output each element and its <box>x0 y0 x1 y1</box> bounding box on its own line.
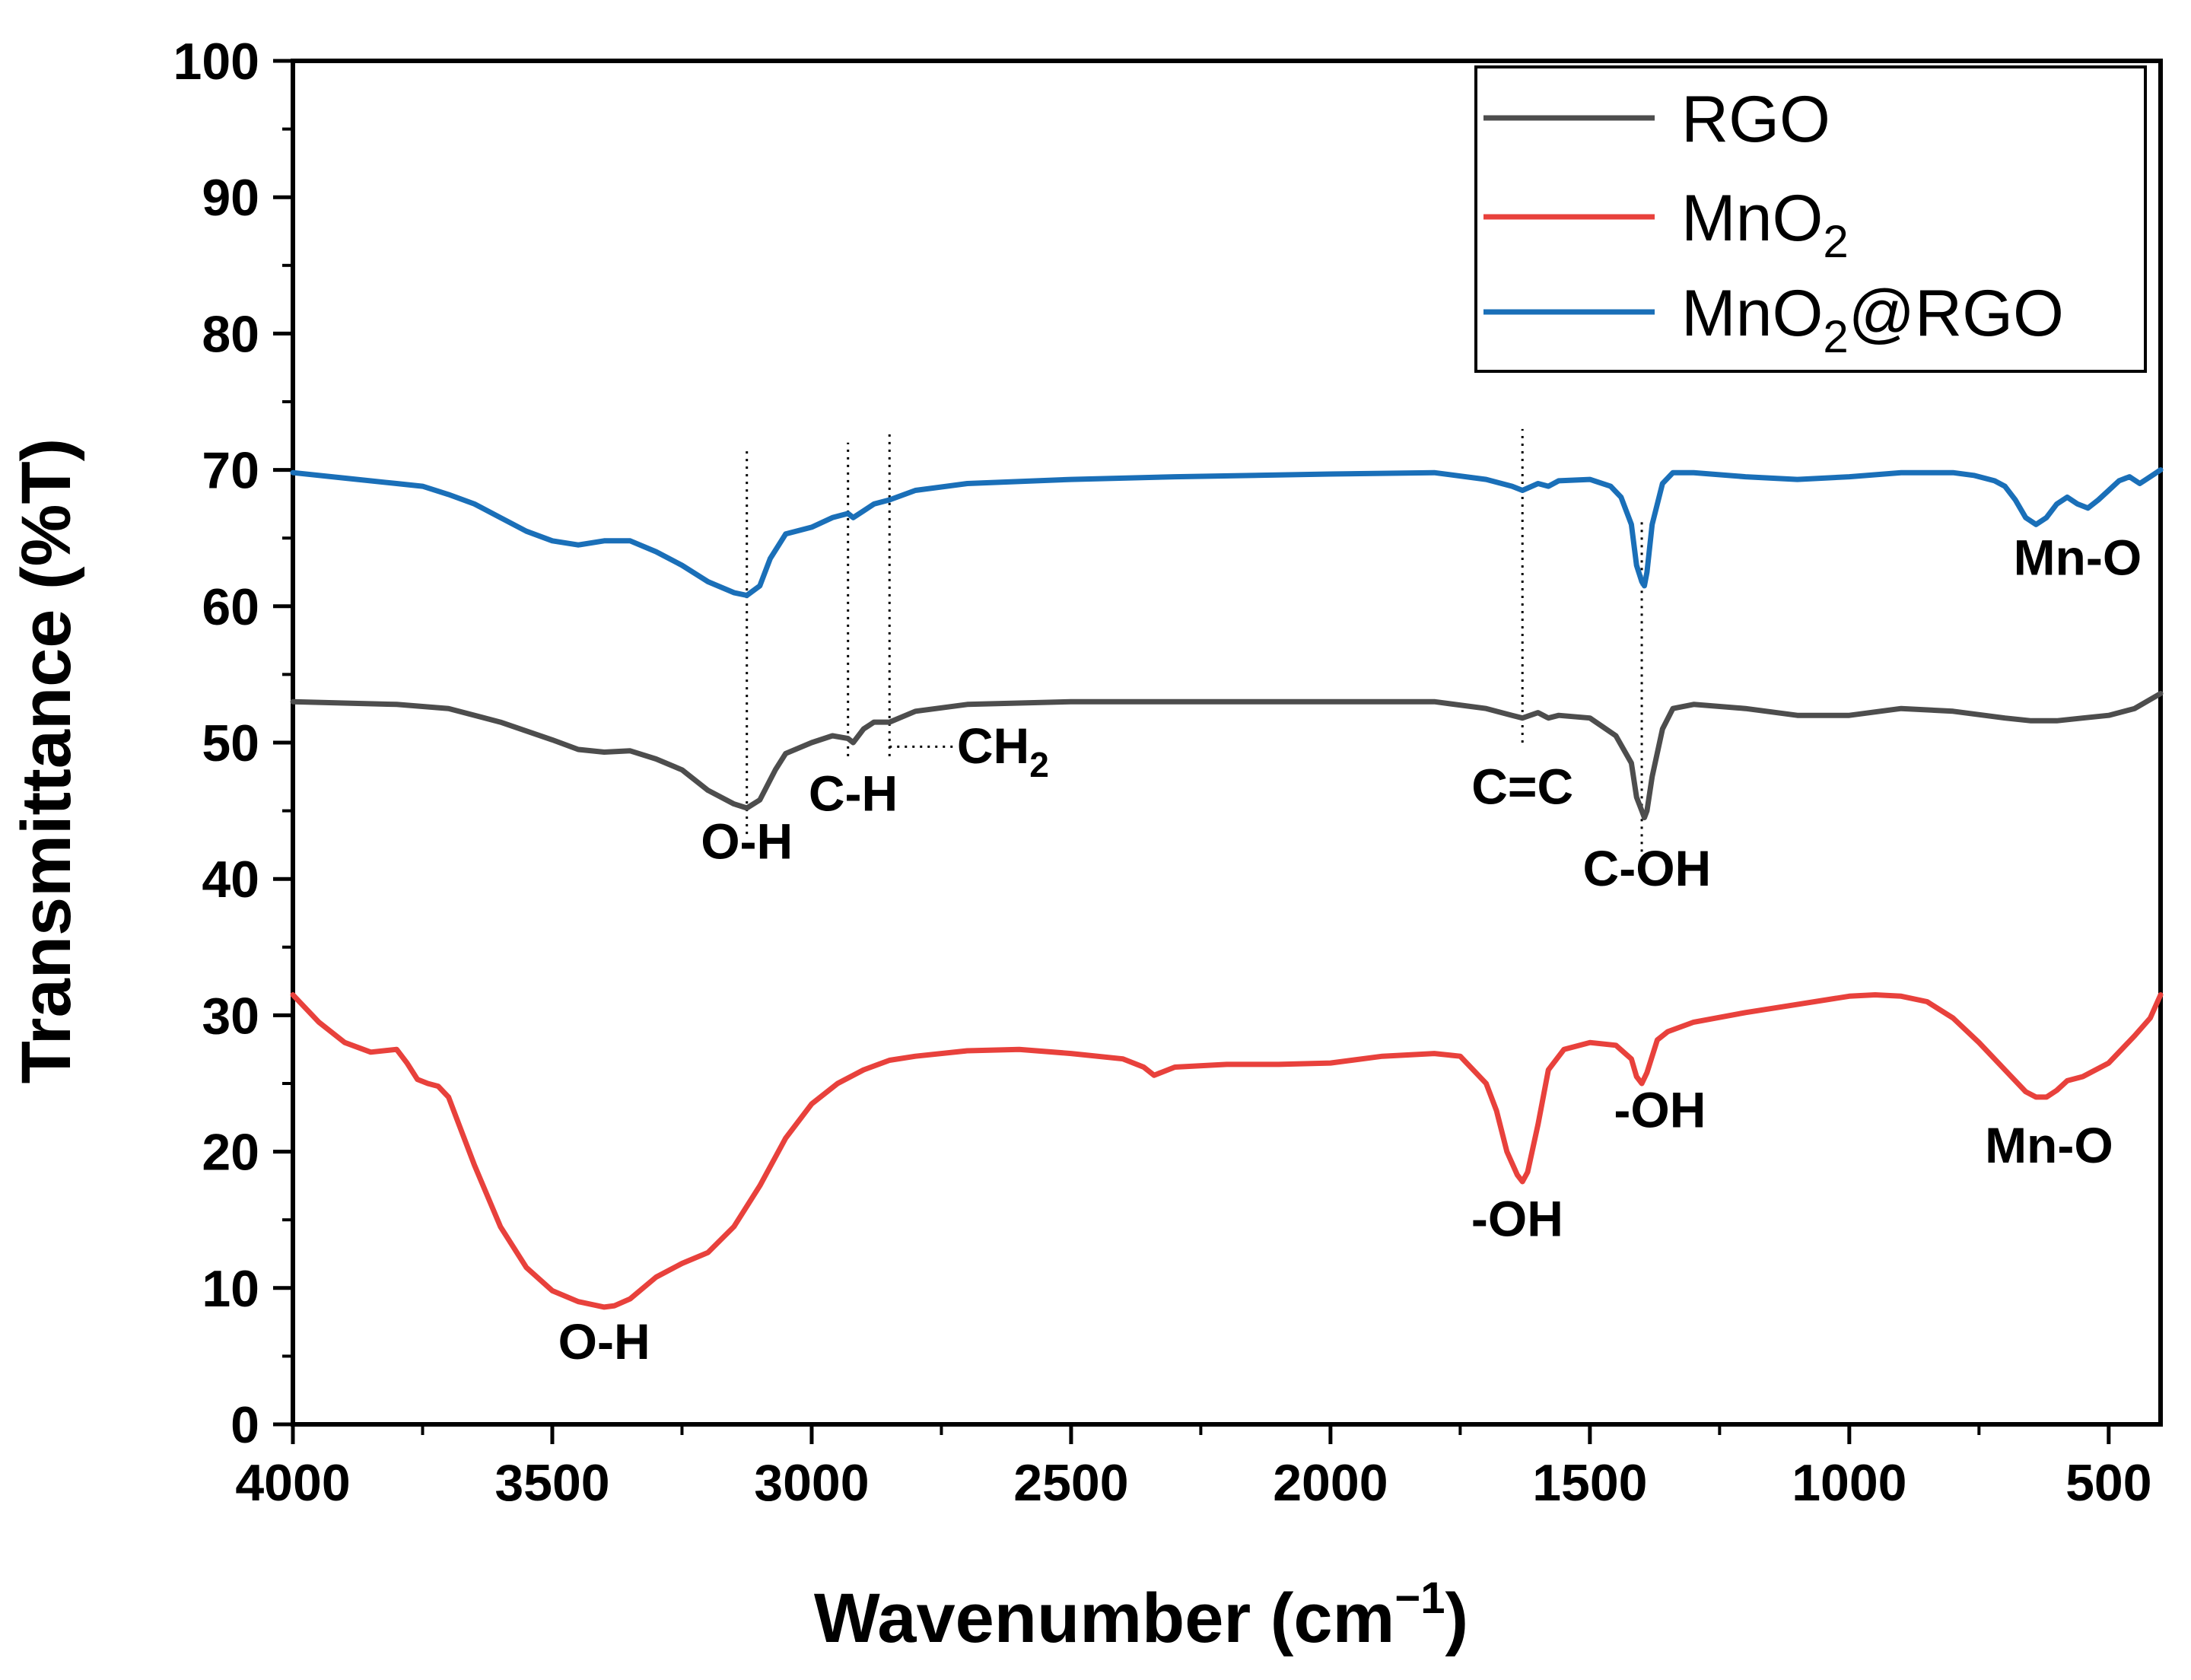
y-tick-label: 40 <box>202 851 259 908</box>
legend-label: RGO <box>1681 83 1830 156</box>
y-axis: 0 10 20 30 40 50 60 70 80 90 100 <box>173 33 293 1454</box>
y-tick-label: 30 <box>202 987 259 1045</box>
y-tick-label: 20 <box>202 1124 259 1182</box>
y-tick-label: 50 <box>202 714 259 772</box>
peak-annotation: CH2 <box>957 718 1049 784</box>
x-tick-label: 4000 <box>235 1454 350 1512</box>
x-axis-title-close: ) <box>1445 1580 1468 1657</box>
y-tick-label: 70 <box>202 442 259 500</box>
peak-annotation: Mn-O <box>1985 1117 2113 1173</box>
series-line-2 <box>290 467 2164 598</box>
y-tick-label: 0 <box>231 1396 259 1454</box>
peak-annotations: O-H C-H CH2 C=CC-OH Mn-O O-H -OH -OH Mn-O <box>558 530 2142 1370</box>
x-axis-title: Wavenumber (cm−1) <box>814 1573 1468 1657</box>
legend-label: MnO2 <box>1681 182 1849 267</box>
legend-label: MnO2@RGO <box>1681 277 2064 362</box>
reference-lines <box>746 428 1643 852</box>
x-tick-label: 500 <box>2065 1454 2151 1512</box>
peak-annotation: C-H <box>809 765 898 822</box>
x-tick-label: 3500 <box>494 1454 609 1512</box>
y-tick-label: 80 <box>202 305 259 363</box>
x-axis: 4000 3500 3000 2500 2000 1500 1000 500 <box>235 1424 2152 1512</box>
y-axis-title: Transmittance (%T) <box>8 438 85 1084</box>
peak-annotation: O-H <box>701 813 793 869</box>
y-tick-label: 60 <box>202 578 259 636</box>
x-tick-label: 1500 <box>1532 1454 1647 1512</box>
x-axis-title-main: Wavenumber (cm <box>814 1580 1394 1657</box>
y-tick-label: 10 <box>202 1260 259 1318</box>
series-line-0 <box>290 691 2164 821</box>
legend: RGO MnO2 MnO2@RGO <box>1474 65 2147 373</box>
peak-annotation: -OH <box>1471 1191 1563 1247</box>
x-axis-title-superscript: −1 <box>1394 1573 1445 1623</box>
peak-annotation: C-OH <box>1583 840 1712 896</box>
y-tick-label: 100 <box>173 33 259 91</box>
x-tick-label: 1000 <box>1792 1454 1906 1512</box>
peak-annotation: -OH <box>1614 1081 1706 1138</box>
x-tick-label: 2000 <box>1273 1454 1388 1512</box>
series-lines <box>290 467 2164 1310</box>
peak-annotation: Mn-O <box>2014 530 2142 586</box>
series-line-1 <box>290 992 2164 1310</box>
x-tick-label: 2500 <box>1013 1454 1128 1512</box>
peak-annotation: C=C <box>1471 759 1573 815</box>
peak-annotation: O-H <box>558 1313 650 1370</box>
x-tick-label: 3000 <box>754 1454 869 1512</box>
y-tick-label: 90 <box>202 169 259 227</box>
